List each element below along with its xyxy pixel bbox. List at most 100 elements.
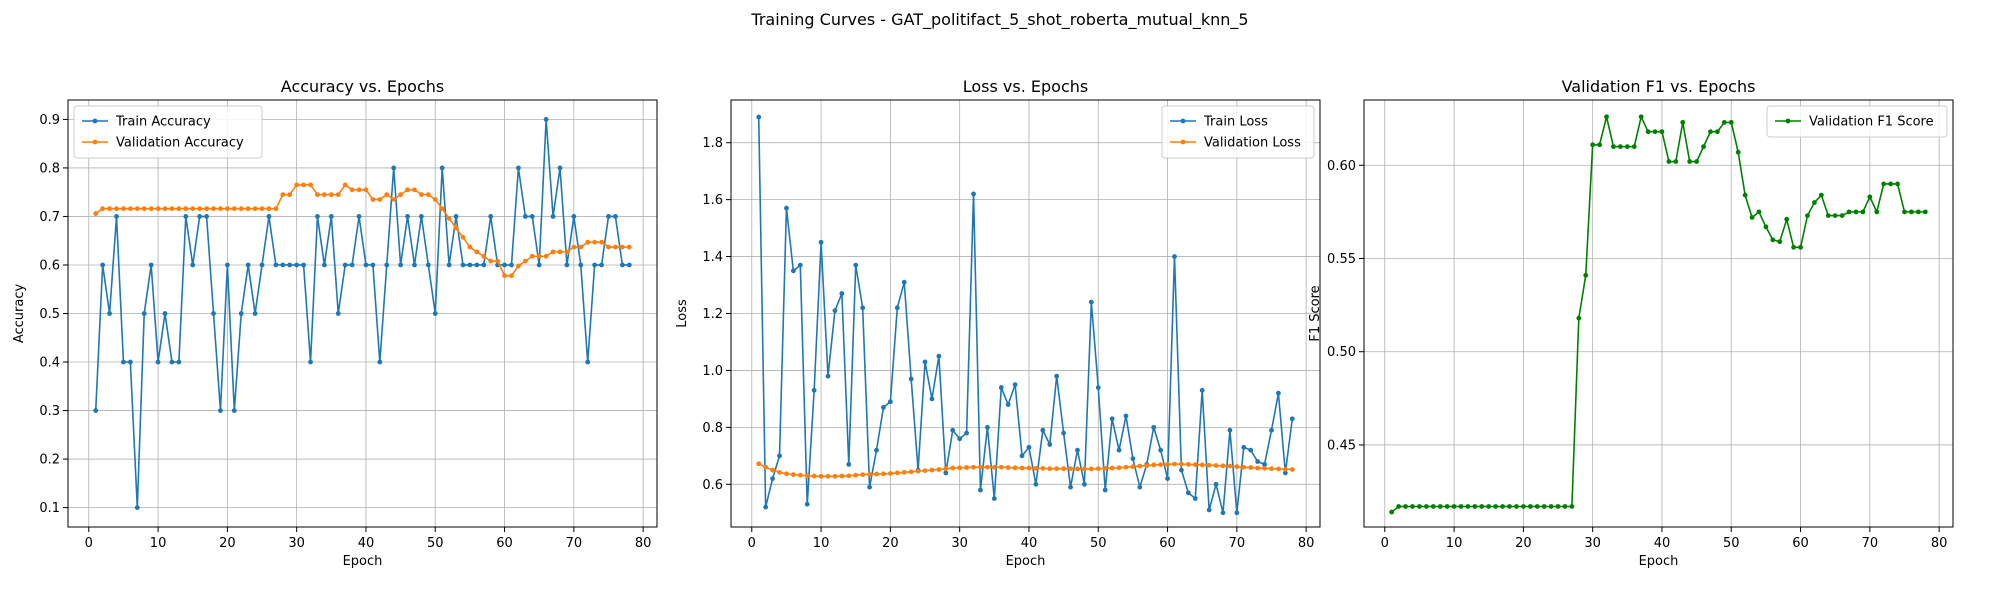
data-point	[1742, 192, 1748, 198]
x-tick-label: 20	[219, 536, 236, 551]
data-point	[922, 359, 928, 365]
data-point	[1389, 509, 1395, 515]
data-point	[1569, 504, 1575, 509]
data-point	[1777, 239, 1783, 245]
data-point	[564, 249, 570, 255]
data-point	[1165, 476, 1170, 482]
data-point	[356, 214, 362, 219]
data-point	[978, 487, 983, 493]
data-point	[1749, 215, 1755, 220]
x-tick-label: 0	[1381, 536, 1389, 551]
data-point	[1624, 144, 1630, 150]
data-point	[266, 214, 272, 219]
y-tick-label: 0.6	[702, 478, 723, 493]
legend-swatch-marker	[1180, 118, 1186, 124]
data-point	[1728, 119, 1734, 125]
data-point	[1019, 465, 1025, 471]
y-tick-label: 0.4	[39, 356, 60, 371]
x-tick-label: 50	[1090, 536, 1107, 551]
chart-title: Accuracy vs. Epochs	[281, 77, 444, 96]
data-point	[1825, 213, 1831, 219]
y-tick-label: 0.55	[1327, 252, 1356, 267]
y-tick-label: 0.8	[39, 161, 60, 176]
data-point	[1680, 119, 1686, 125]
data-point	[1673, 159, 1679, 164]
x-tick-label: 0	[85, 536, 93, 551]
x-tick-label: 60	[496, 536, 513, 551]
data-point	[1832, 213, 1838, 219]
data-point	[1437, 504, 1443, 509]
data-point	[777, 469, 782, 475]
data-point	[1088, 466, 1094, 472]
data-point	[481, 262, 487, 268]
data-point	[1282, 466, 1288, 472]
data-point	[1590, 142, 1596, 148]
data-point	[971, 464, 976, 470]
data-point	[1234, 464, 1240, 470]
x-tick-label: 30	[951, 536, 968, 551]
data-point	[550, 249, 556, 255]
data-point	[1922, 209, 1928, 215]
data-point	[1026, 465, 1032, 471]
series-train-loss	[756, 114, 1295, 516]
data-point	[127, 359, 133, 365]
data-point	[488, 214, 494, 219]
data-point	[564, 262, 570, 268]
data-point	[1123, 413, 1129, 419]
data-point	[224, 262, 230, 268]
data-point	[176, 359, 182, 365]
data-point	[1534, 504, 1540, 509]
data-point	[1019, 453, 1025, 459]
data-point	[971, 191, 976, 197]
data-point	[1874, 209, 1880, 215]
data-point	[839, 291, 845, 296]
data-point	[1095, 466, 1101, 472]
data-point	[1687, 159, 1693, 164]
data-point	[1220, 510, 1226, 516]
data-point	[1005, 465, 1011, 470]
data-point	[502, 262, 507, 268]
data-point	[550, 214, 556, 219]
data-point	[1109, 416, 1115, 422]
data-point	[599, 262, 604, 268]
data-point	[1151, 462, 1157, 468]
data-point	[770, 476, 775, 482]
data-point	[335, 192, 341, 198]
data-point	[1853, 209, 1859, 215]
data-point	[839, 473, 845, 479]
data-point	[1451, 504, 1457, 509]
data-point	[294, 182, 300, 188]
y-axis-label: Loss	[675, 299, 690, 328]
x-tick-label: 30	[1584, 536, 1601, 551]
data-point	[211, 206, 216, 212]
data-point	[432, 311, 438, 316]
data-point	[446, 262, 452, 268]
data-point	[1645, 129, 1651, 135]
chart-panel-2: Loss vs. Epochs 0 10 20 30 40 50 60 70 80 0.6 0.8 1.…	[675, 77, 1321, 569]
data-point	[1172, 254, 1177, 259]
data-point	[1652, 129, 1658, 135]
data-point	[425, 192, 431, 198]
data-point	[543, 117, 549, 122]
data-point	[1054, 466, 1060, 472]
data-point	[1562, 504, 1568, 509]
data-point	[964, 465, 969, 470]
data-point	[93, 408, 99, 413]
data-point	[1012, 382, 1018, 388]
data-point	[626, 244, 632, 250]
data-point	[1054, 373, 1060, 379]
data-point	[259, 262, 265, 268]
data-point	[901, 469, 907, 475]
legend: Validation F1 Score	[1766, 105, 1948, 138]
data-point	[321, 192, 327, 198]
data-point	[585, 239, 591, 245]
x-tick-label: 40	[1654, 536, 1671, 551]
data-point	[370, 262, 376, 268]
data-point	[114, 214, 119, 219]
data-point	[1075, 466, 1080, 472]
x-tick-label: 40	[1021, 536, 1038, 551]
data-point	[1555, 504, 1561, 509]
data-point	[1289, 467, 1295, 472]
data-point	[1116, 447, 1122, 453]
